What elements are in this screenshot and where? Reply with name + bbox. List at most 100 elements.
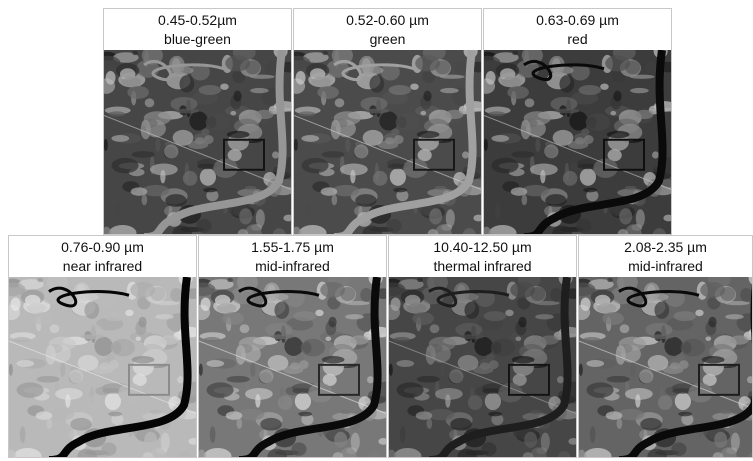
- terrain-patch: [714, 432, 727, 448]
- terrain-patch: [412, 312, 434, 325]
- terrain-patch: [391, 297, 401, 311]
- terrain-patch: [535, 138, 540, 152]
- terrain-patch: [505, 310, 513, 316]
- terrain-patch: [563, 171, 578, 186]
- terrain-patch: [365, 109, 389, 114]
- terrain-patch: [671, 442, 686, 455]
- terrain-patch: [278, 395, 293, 410]
- terrain-patch: [396, 360, 414, 367]
- terrain-patch: [553, 130, 574, 146]
- terrain-patch: [115, 203, 121, 220]
- terrain-patch: [222, 312, 244, 325]
- terrain-patch: [88, 395, 103, 410]
- terrain-patch: [410, 83, 418, 89]
- terrain-patch: [207, 382, 234, 397]
- terrain-patch: [177, 376, 184, 383]
- terrain-patch: [420, 111, 426, 116]
- terrain-patch: [331, 120, 341, 140]
- terrain-patch: [521, 120, 531, 140]
- terrain-patch: [312, 77, 332, 87]
- terrain-patch: [535, 314, 554, 319]
- terrain-patch: [450, 418, 472, 431]
- band-range: 1.55-1.75 µm: [199, 238, 386, 257]
- terrain-patch: [607, 278, 613, 282]
- terrain-patch: [606, 411, 623, 420]
- terrain-patch: [695, 310, 703, 316]
- terrain-patch: [464, 301, 479, 318]
- terrain-patch: [340, 410, 352, 414]
- terrain-patch: [740, 288, 752, 302]
- terrain-patch: [445, 110, 463, 119]
- terrain-patch: [458, 293, 478, 301]
- terrain-patch: [579, 364, 583, 376]
- terrain-patch: [301, 339, 325, 357]
- band-name: green: [294, 30, 481, 49]
- terrain-patch: [265, 61, 277, 75]
- panel-label: 10.40-12.50 µmthermal infrared: [389, 236, 576, 277]
- terrain-patch: [80, 334, 104, 339]
- terrain-patch: [705, 336, 711, 341]
- terrain-patch: [545, 194, 567, 207]
- band-panel: 10.40-12.50 µmthermal infrared: [388, 235, 577, 458]
- terrain-patch: [676, 354, 685, 361]
- terrain-patch: [17, 382, 44, 397]
- terrain-patch: [201, 297, 211, 311]
- terrain-patch: [635, 394, 640, 408]
- terrain-patch: [617, 418, 623, 429]
- terrain-patch: [445, 394, 450, 408]
- terrain-patch: [302, 158, 329, 173]
- terrain-patch: [50, 324, 60, 333]
- band-panel: 0.45-0.52µmblue-green: [103, 8, 292, 235]
- terrain-patch: [515, 336, 521, 341]
- terrain-patch: [227, 376, 250, 383]
- terrain-patch: [426, 345, 436, 365]
- terrain-patch: [78, 293, 98, 301]
- terrain-patch: [84, 301, 99, 318]
- terrain-patch: [160, 335, 178, 344]
- terrain-patch: [294, 139, 298, 151]
- terrain-patch: [607, 131, 630, 138]
- terrain-patch: [389, 85, 412, 95]
- terrain-patch: [320, 282, 345, 298]
- terrain-patch: [226, 411, 243, 420]
- terrain-patch: [658, 395, 673, 410]
- terrain-patch: [317, 86, 339, 99]
- terrain-patch: [255, 394, 260, 408]
- terrain-patch: [654, 301, 669, 318]
- terrain-patch: [481, 442, 496, 455]
- terrain-patch: [484, 139, 488, 151]
- terrain-patch: [607, 376, 630, 383]
- terrain-patch: [355, 194, 377, 207]
- terrain-patch: [142, 194, 148, 205]
- terrain-patch: [625, 186, 637, 190]
- terrain-patch: [155, 314, 174, 319]
- terrain-patch: [130, 282, 155, 298]
- terrain-patch: [203, 188, 217, 193]
- terrain-patch: [206, 360, 224, 367]
- terrain-patch: [559, 75, 574, 92]
- terrain-patch: [430, 324, 440, 333]
- terrain-patch: [391, 129, 400, 136]
- terrain-patch: [619, 208, 632, 224]
- panel-label: 1.55-1.75 µmmid-infrared: [199, 236, 386, 277]
- terrain-patch: [635, 110, 653, 119]
- terrain-patch: [268, 293, 288, 301]
- terrain-patch: [322, 151, 345, 158]
- terrain-patch: [640, 418, 662, 431]
- terrain-patch: [550, 288, 562, 302]
- band-name: mid-infrared: [579, 257, 752, 276]
- terrain-patch: [360, 288, 372, 302]
- terrain-patch: [345, 314, 364, 319]
- terrain-patch: [132, 51, 138, 55]
- terrain-patch: [237, 418, 243, 429]
- terrain-patch: [652, 151, 659, 158]
- terrain-patch: [200, 168, 216, 186]
- terrain-patch: [135, 336, 141, 341]
- terrain-patch: [315, 310, 323, 316]
- terrain-patch: [16, 360, 34, 367]
- terrain-patch: [322, 356, 345, 363]
- terrain-patch: [255, 110, 273, 119]
- terrain-patch: [522, 194, 528, 205]
- terrain-patch: [199, 364, 203, 376]
